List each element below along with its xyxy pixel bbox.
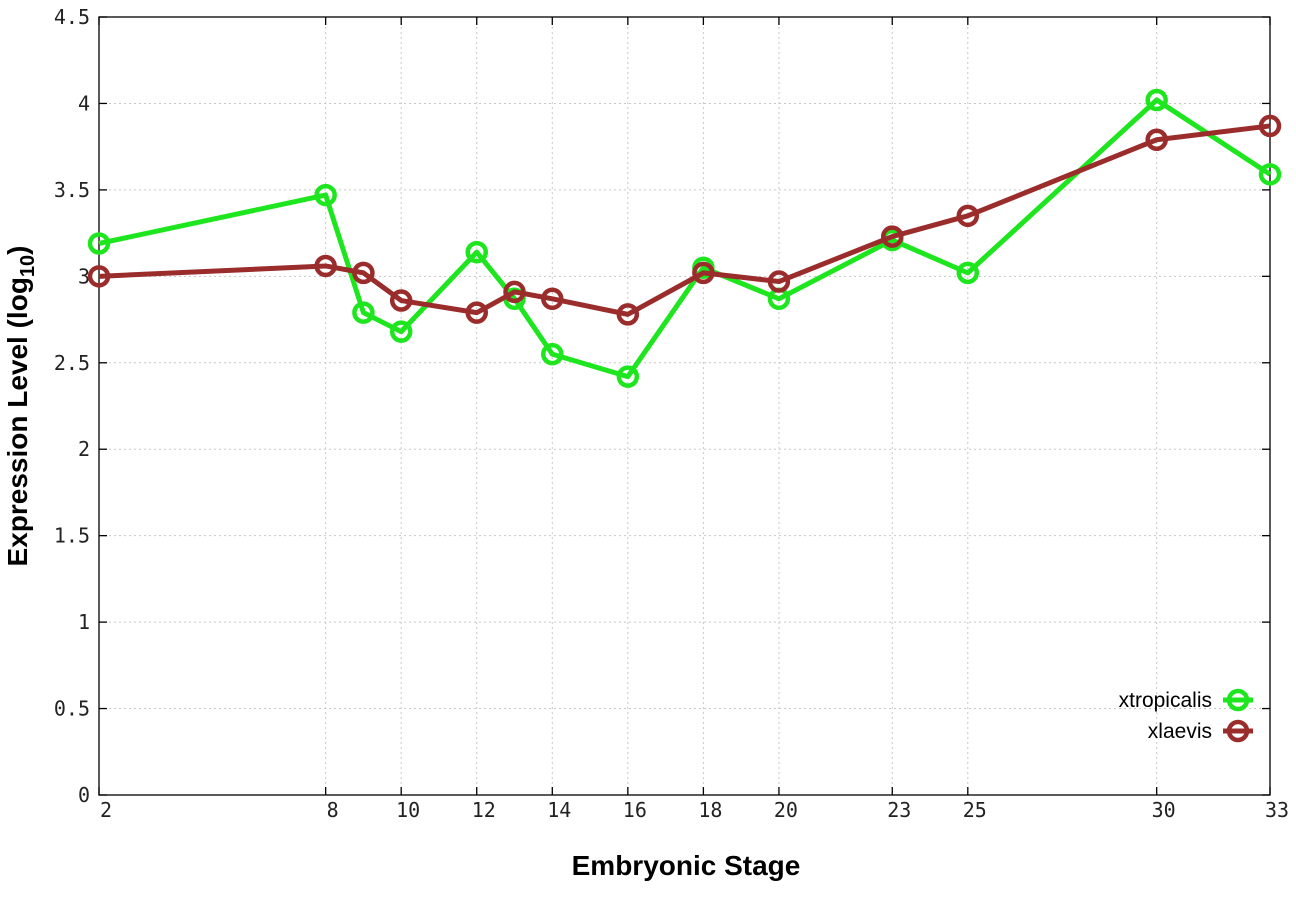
x-tick-label: 30 bbox=[1152, 798, 1176, 822]
plot-frame bbox=[98, 16, 1271, 796]
data-point-xtropicalis bbox=[314, 183, 337, 207]
y-axis-title: Expression Level (log10) bbox=[2, 246, 39, 567]
y-tick-label: 2 bbox=[78, 437, 90, 461]
data-point-xlaevis bbox=[541, 287, 564, 311]
grid bbox=[99, 17, 1270, 795]
x-tick-label: 2 bbox=[100, 798, 112, 822]
legend: xtropicalis xlaevis bbox=[1119, 688, 1253, 743]
data-point-xtropicalis bbox=[389, 320, 413, 343]
data-point-xlaevis bbox=[465, 301, 488, 324]
data-point-xlaevis bbox=[503, 280, 526, 304]
data-point-xlaevis bbox=[352, 261, 375, 285]
y-tick-label: 1.5 bbox=[54, 524, 90, 548]
data-point-xlaevis bbox=[692, 261, 715, 285]
y-tick-label: 4.5 bbox=[54, 5, 90, 29]
legend-marker-xtropicalis bbox=[1226, 688, 1250, 712]
legend-label-xlaevis: xlaevis bbox=[1148, 720, 1212, 743]
data-point-xtropicalis bbox=[465, 240, 488, 264]
data-point-xtropicalis bbox=[541, 342, 564, 366]
y-axis-title-main: Expression Level (log bbox=[2, 277, 33, 566]
axis-ticks bbox=[98, 16, 1271, 796]
y-tick-label: 3.5 bbox=[54, 178, 90, 202]
data-point-xlaevis bbox=[1258, 114, 1282, 138]
x-tick-label: 18 bbox=[698, 798, 722, 822]
x-tick-label: 20 bbox=[774, 798, 798, 822]
data-point-xlaevis bbox=[616, 303, 640, 326]
series-line-xtropicalis bbox=[98, 97, 1272, 380]
data-point-xlaevis bbox=[87, 265, 111, 288]
x-tick-label: 33 bbox=[1265, 798, 1289, 822]
y-axis-title-close: ) bbox=[2, 246, 33, 255]
x-tick-label: 23 bbox=[887, 798, 911, 822]
y-tick-label: 0.5 bbox=[54, 697, 90, 721]
x-tick-label: 14 bbox=[547, 798, 571, 822]
series-layer bbox=[87, 88, 1282, 388]
y-tick-label: 3 bbox=[78, 264, 90, 288]
legend-label-xtropicalis: xtropicalis bbox=[1119, 689, 1212, 712]
data-point-xlaevis bbox=[1145, 128, 1168, 152]
x-axis-title: Embryonic Stage bbox=[572, 850, 801, 881]
data-point-xtropicalis bbox=[1258, 163, 1282, 186]
data-point-xlaevis bbox=[767, 270, 791, 293]
data-point-xtropicalis bbox=[1145, 88, 1168, 112]
y-tick-label: 1 bbox=[78, 610, 90, 634]
x-tick-label: 12 bbox=[472, 798, 496, 822]
x-tick-label: 10 bbox=[396, 798, 420, 822]
data-point-xlaevis bbox=[881, 225, 904, 248]
y-axis-title-subscript: 10 bbox=[17, 255, 39, 277]
data-point-xtropicalis bbox=[87, 232, 111, 255]
data-point-xtropicalis bbox=[616, 365, 640, 388]
x-tick-label: 25 bbox=[963, 798, 987, 822]
tick-labels: 2 8 10 12 14 16 18 20 23 25 30 33 0 0.5 1 1.5 2 2.5 3 3.5 4 4… bbox=[54, 5, 1289, 822]
x-tick-label: 16 bbox=[623, 798, 647, 822]
data-point-xtropicalis bbox=[352, 301, 375, 324]
y-tick-label: 2.5 bbox=[54, 351, 90, 375]
data-point-xtropicalis bbox=[956, 261, 980, 285]
data-point-xlaevis bbox=[956, 204, 980, 228]
data-point-xlaevis bbox=[389, 289, 413, 312]
x-tick-label: 8 bbox=[327, 798, 339, 822]
y-tick-label: 0 bbox=[78, 783, 90, 807]
legend-marker-xlaevis bbox=[1226, 719, 1250, 743]
y-tick-label: 4 bbox=[78, 91, 90, 115]
data-point-xlaevis bbox=[314, 254, 337, 278]
